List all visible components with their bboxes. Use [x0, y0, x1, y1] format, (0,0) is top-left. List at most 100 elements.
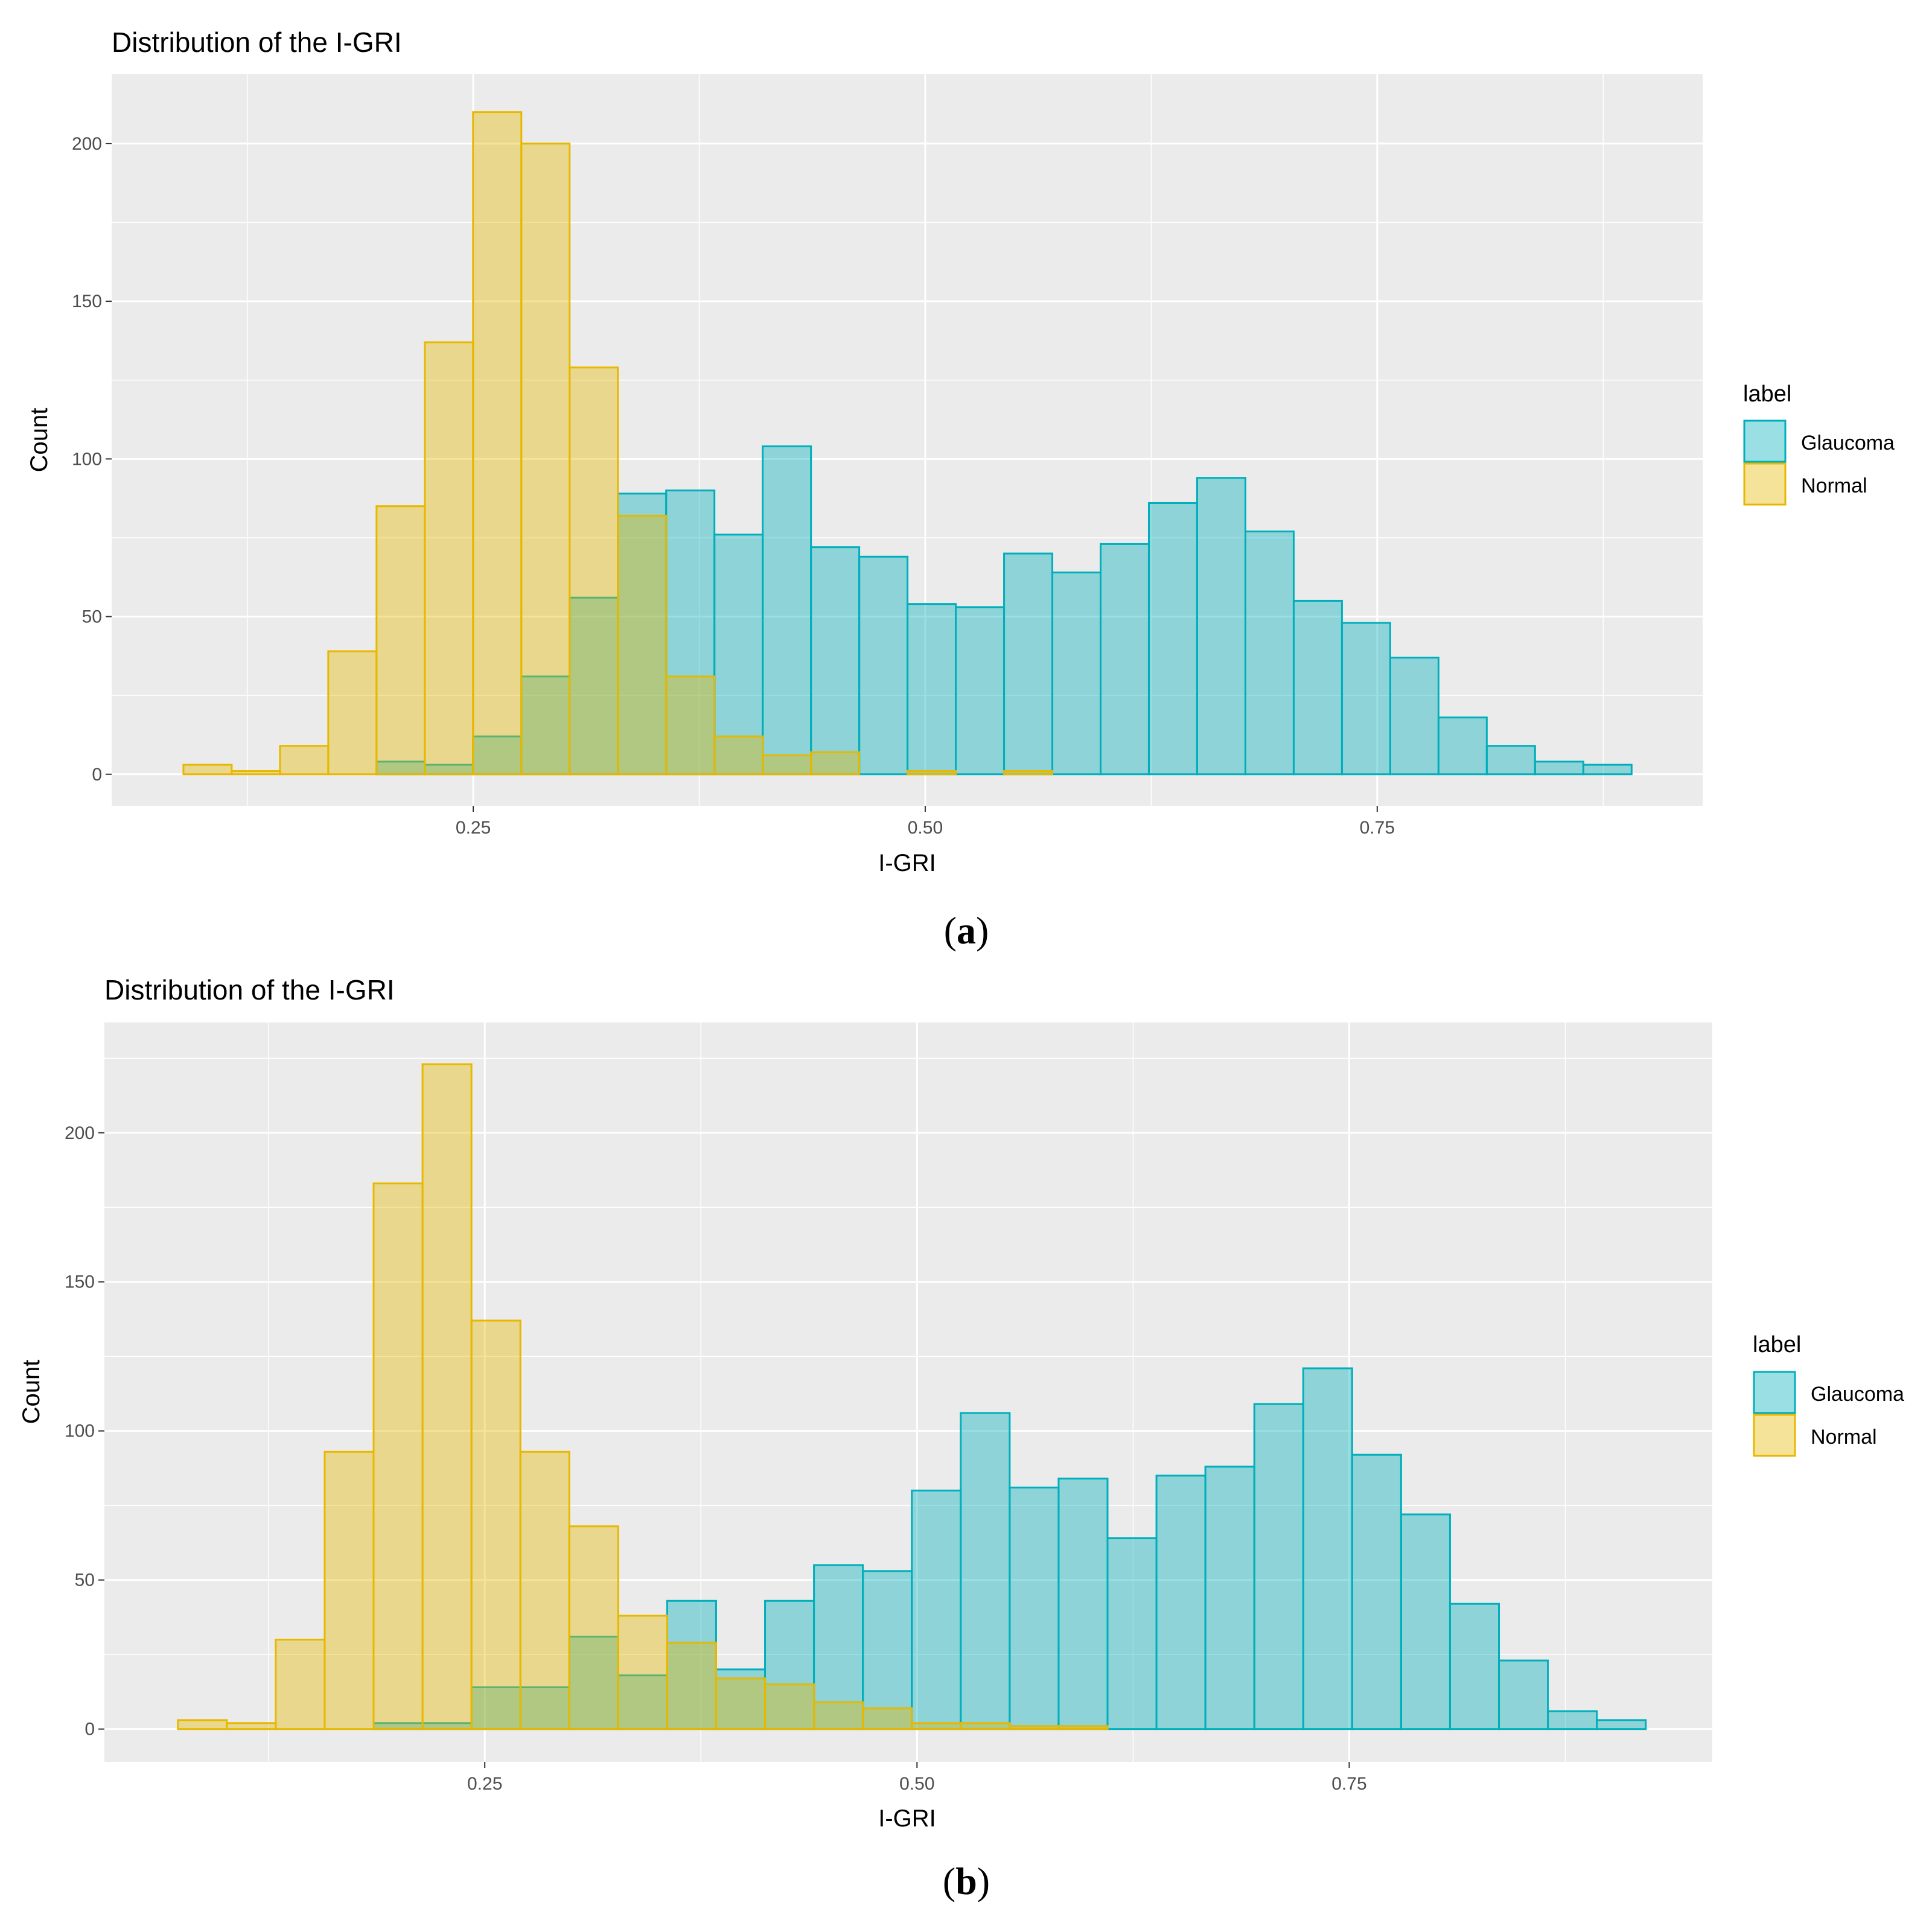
bar-glaucoma: [1204, 1465, 1255, 1730]
bar-glaucoma: [1437, 716, 1488, 776]
chart-a-legend-title: label: [1743, 381, 1791, 407]
x-tick-label: 0.25: [467, 1774, 502, 1794]
chart-b-legend-label-glaucoma: Glaucoma: [1811, 1383, 1904, 1406]
bar-glaucoma: [1498, 1659, 1549, 1730]
bar-glaucoma: [858, 555, 909, 776]
bar-normal: [372, 1182, 424, 1730]
bar-normal: [324, 1450, 375, 1730]
bar-normal: [375, 505, 426, 776]
bar-normal: [421, 1063, 473, 1730]
chart-a-legend-label-glaucoma: Glaucoma: [1801, 432, 1895, 454]
bar-normal: [713, 735, 764, 776]
bar-glaucoma: [1547, 1710, 1598, 1730]
bar-glaucoma: [715, 1668, 767, 1730]
bar-normal: [231, 770, 281, 776]
chart-b-legend-title: label: [1753, 1332, 1801, 1357]
bar-normal: [327, 650, 378, 776]
bar-glaucoma: [1147, 502, 1198, 776]
y-tick-label: 0: [92, 765, 102, 785]
bar-glaucoma: [762, 445, 812, 776]
chart-a-x-axis-title: I-GRI: [878, 850, 936, 876]
bar-glaucoma: [1057, 1478, 1109, 1730]
x-tick-label: 0.50: [899, 1774, 934, 1794]
bar-normal: [568, 1525, 619, 1730]
y-tick-label: 50: [75, 1571, 95, 1590]
bar-glaucoma: [955, 606, 1006, 776]
bar-glaucoma: [1051, 571, 1102, 776]
bar-normal: [665, 675, 716, 776]
bar-glaucoma: [911, 1490, 962, 1730]
bar-glaucoma: [1485, 745, 1536, 776]
bar-normal: [960, 1722, 1011, 1730]
bar-normal: [275, 1638, 326, 1730]
chart-b-legend: label Glaucoma Normal: [1753, 1332, 1904, 1457]
chart-b-legend-key-glaucoma: [1753, 1371, 1796, 1414]
bar-normal: [666, 1641, 717, 1730]
bar-normal: [762, 754, 812, 776]
chart-b-y-axis-title: Count: [18, 1360, 45, 1424]
bar-glaucoma: [1244, 531, 1295, 776]
chart-a-series-normal: [182, 111, 1054, 776]
bar-normal: [810, 751, 861, 776]
chart-b-series-normal: [177, 1063, 1109, 1730]
bar-glaucoma: [713, 534, 764, 776]
bar-glaucoma: [907, 603, 957, 776]
bar-glaucoma: [862, 1570, 913, 1730]
x-tick-label: 0.50: [908, 818, 943, 838]
chart-a-legend-key-glaucoma: [1743, 419, 1787, 463]
bar-glaucoma: [1582, 764, 1633, 776]
chart-a-y-axis-title: Count: [26, 408, 53, 473]
bar-normal: [617, 514, 668, 776]
chart-b-x-axis: 0.25 0.50 0.75: [467, 1762, 1367, 1794]
bar-normal: [569, 366, 619, 776]
chart-a-legend: label Glaucoma Normal: [1743, 381, 1895, 506]
bar-normal: [1003, 770, 1054, 776]
bar-glaucoma: [1400, 1513, 1451, 1730]
bar-glaucoma: [1253, 1403, 1304, 1730]
chart-b-legend-label-normal: Normal: [1811, 1426, 1877, 1449]
bar-glaucoma: [1302, 1367, 1353, 1730]
bar-glaucoma: [1351, 1453, 1402, 1730]
bar-glaucoma: [1009, 1487, 1060, 1730]
bar-glaucoma: [1292, 599, 1343, 776]
y-tick-label: 150: [65, 1272, 95, 1292]
x-tick-label: 0.25: [456, 818, 491, 838]
chart-a: Distribution of the I-GRI 0 50 100 150 200 0…: [26, 27, 1895, 952]
bar-normal: [813, 1701, 864, 1730]
bar-normal: [1057, 1725, 1109, 1730]
y-tick-label: 100: [72, 449, 102, 469]
bar-normal: [226, 1722, 277, 1730]
y-tick-label: 0: [84, 1720, 95, 1740]
bar-glaucoma: [1155, 1475, 1207, 1730]
bar-normal: [519, 1450, 570, 1730]
bar-normal: [279, 745, 330, 776]
chart-a-title: Distribution of the I-GRI: [112, 27, 402, 58]
y-tick-label: 200: [65, 1123, 95, 1143]
bar-normal: [470, 1319, 521, 1730]
chart-b-x-axis-title: I-GRI: [878, 1805, 936, 1832]
bar-glaucoma: [810, 546, 861, 776]
chart-a-y-axis: 0 50 100 150 200: [72, 134, 112, 785]
bar-normal: [1009, 1725, 1060, 1730]
chart-a-legend-label-normal: Normal: [1801, 474, 1867, 497]
chart-b-series-glaucoma: [372, 1367, 1647, 1730]
chart-b-plot-panel: [104, 1022, 1712, 1762]
y-tick-label: 150: [72, 292, 102, 311]
bar-normal: [715, 1677, 767, 1730]
x-tick-label: 0.75: [1331, 1774, 1366, 1794]
bar-glaucoma: [1596, 1719, 1647, 1730]
bar-glaucoma: [568, 1636, 619, 1730]
bar-glaucoma: [1389, 656, 1439, 776]
y-tick-label: 50: [82, 607, 102, 627]
bar-glaucoma: [1534, 761, 1584, 776]
bar-normal: [177, 1719, 228, 1730]
y-tick-label: 100: [65, 1421, 95, 1441]
bar-glaucoma: [666, 1599, 717, 1730]
bar-glaucoma: [472, 735, 523, 776]
chart-b: Distribution of the I-GRI 0 50 100 150 200 0…: [18, 974, 1904, 1902]
bar-glaucoma: [1196, 477, 1246, 776]
y-tick-label: 200: [72, 134, 102, 154]
chart-a-legend-key-normal: [1743, 462, 1787, 506]
bar-normal: [520, 142, 571, 776]
